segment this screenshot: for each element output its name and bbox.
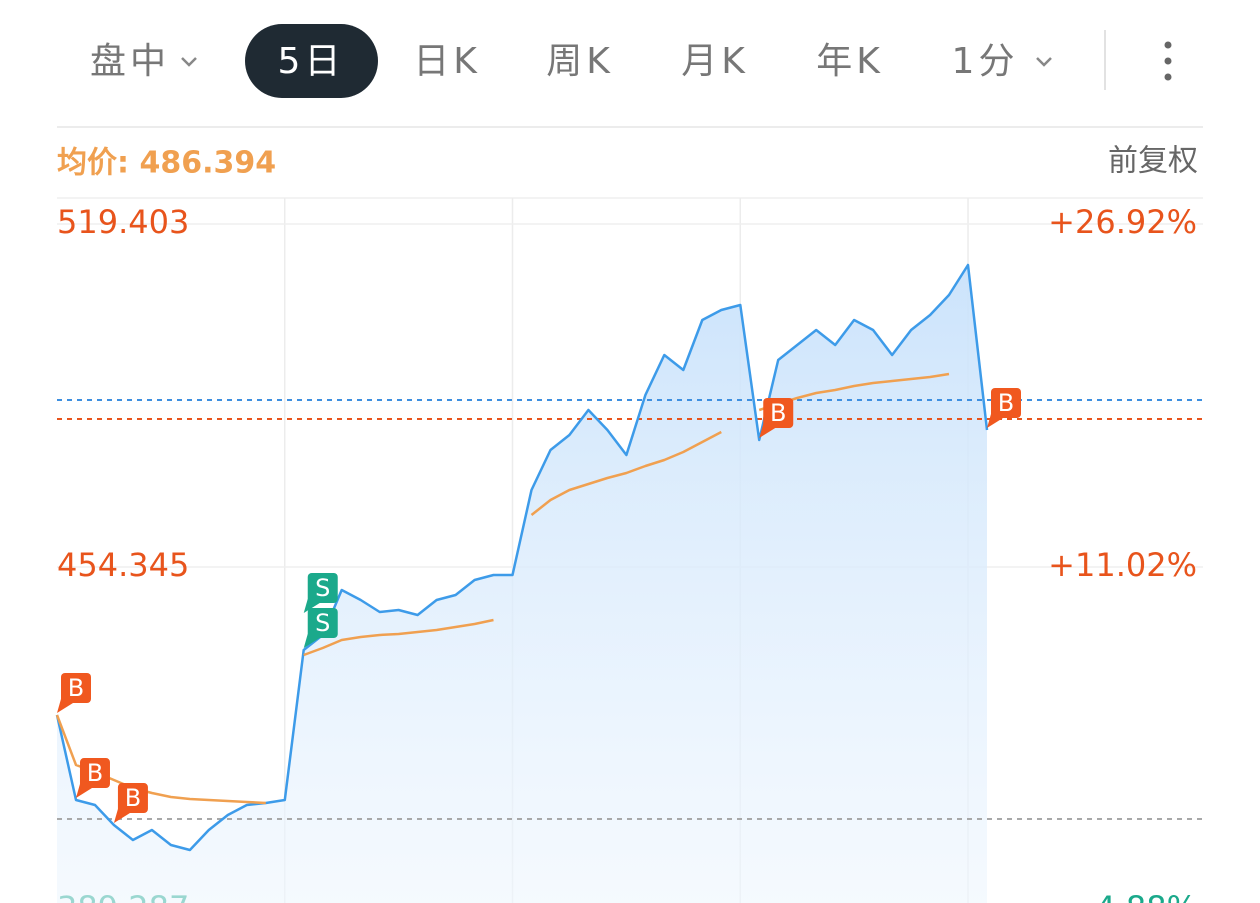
tab-label: 1分 xyxy=(952,41,1019,82)
marker-badge xyxy=(307,572,338,603)
marker-badge xyxy=(991,387,1021,418)
tab[interactable]: 年K xyxy=(816,41,884,82)
average-price: 均价: 486.394 xyxy=(57,146,276,181)
tab[interactable]: 周K xyxy=(546,41,614,82)
marker-label: S xyxy=(315,574,330,602)
marker-badge xyxy=(117,783,148,814)
marker-badge xyxy=(79,758,110,789)
price-area xyxy=(57,265,987,903)
marker-badge xyxy=(763,397,794,428)
tab-label: 盘中 xyxy=(90,41,170,82)
y2-tick-label: +11.02% xyxy=(1048,546,1197,584)
dot xyxy=(1164,41,1172,49)
marker-label: B xyxy=(998,389,1014,417)
dot xyxy=(1164,73,1172,81)
y2-tick-label: +26.92% xyxy=(1048,203,1197,241)
trade-marker[interactable]: B xyxy=(759,397,794,438)
y-tick-label: 519.403 xyxy=(57,203,189,241)
tab-label: 月K xyxy=(681,41,749,82)
tab[interactable]: 盘中 xyxy=(90,41,197,82)
marker-label: B xyxy=(770,399,786,427)
dot xyxy=(1164,57,1172,65)
y-tick-label: 454.345 xyxy=(57,546,189,584)
marker-label: S xyxy=(315,609,330,637)
marker-label: B xyxy=(87,759,103,787)
tab[interactable]: 1分 xyxy=(952,41,1052,82)
tab-selected-pill xyxy=(245,24,378,98)
tab-label: 5日 xyxy=(278,41,345,82)
y2-tick-label: -4.88% xyxy=(1084,889,1197,903)
dropdown-chevron xyxy=(1036,57,1052,67)
plot: 519.403454.345389.287+26.92%+11.02%-4.88… xyxy=(57,198,1203,903)
trade-marker[interactable]: B xyxy=(75,758,110,799)
marker-badge xyxy=(61,672,91,703)
tab[interactable]: 月K xyxy=(681,41,749,82)
adjust-mode[interactable]: 前复权 xyxy=(1108,144,1198,179)
trade-marker[interactable]: B xyxy=(113,783,148,824)
tab-bar: 盘中 5日 日K 周K 月K 年K 1分 xyxy=(90,24,1052,98)
marker-label: B xyxy=(68,674,84,702)
dropdown-chevron xyxy=(181,57,197,67)
more-button[interactable] xyxy=(1164,41,1172,81)
marker-badge xyxy=(307,607,338,638)
trade-marker[interactable]: B xyxy=(57,672,91,713)
tab[interactable]: 5日 xyxy=(245,24,378,98)
tab-label: 年K xyxy=(816,41,884,82)
tab[interactable]: 日K xyxy=(413,41,481,82)
trade-marker[interactable]: B xyxy=(987,387,1021,428)
marker-label: B xyxy=(125,784,141,812)
trade-marker[interactable]: S xyxy=(303,607,338,648)
tab-label: 日K xyxy=(413,41,481,82)
series-line xyxy=(55,263,989,852)
tab-label: 周K xyxy=(546,41,614,82)
trade-marker[interactable]: S xyxy=(303,572,338,613)
